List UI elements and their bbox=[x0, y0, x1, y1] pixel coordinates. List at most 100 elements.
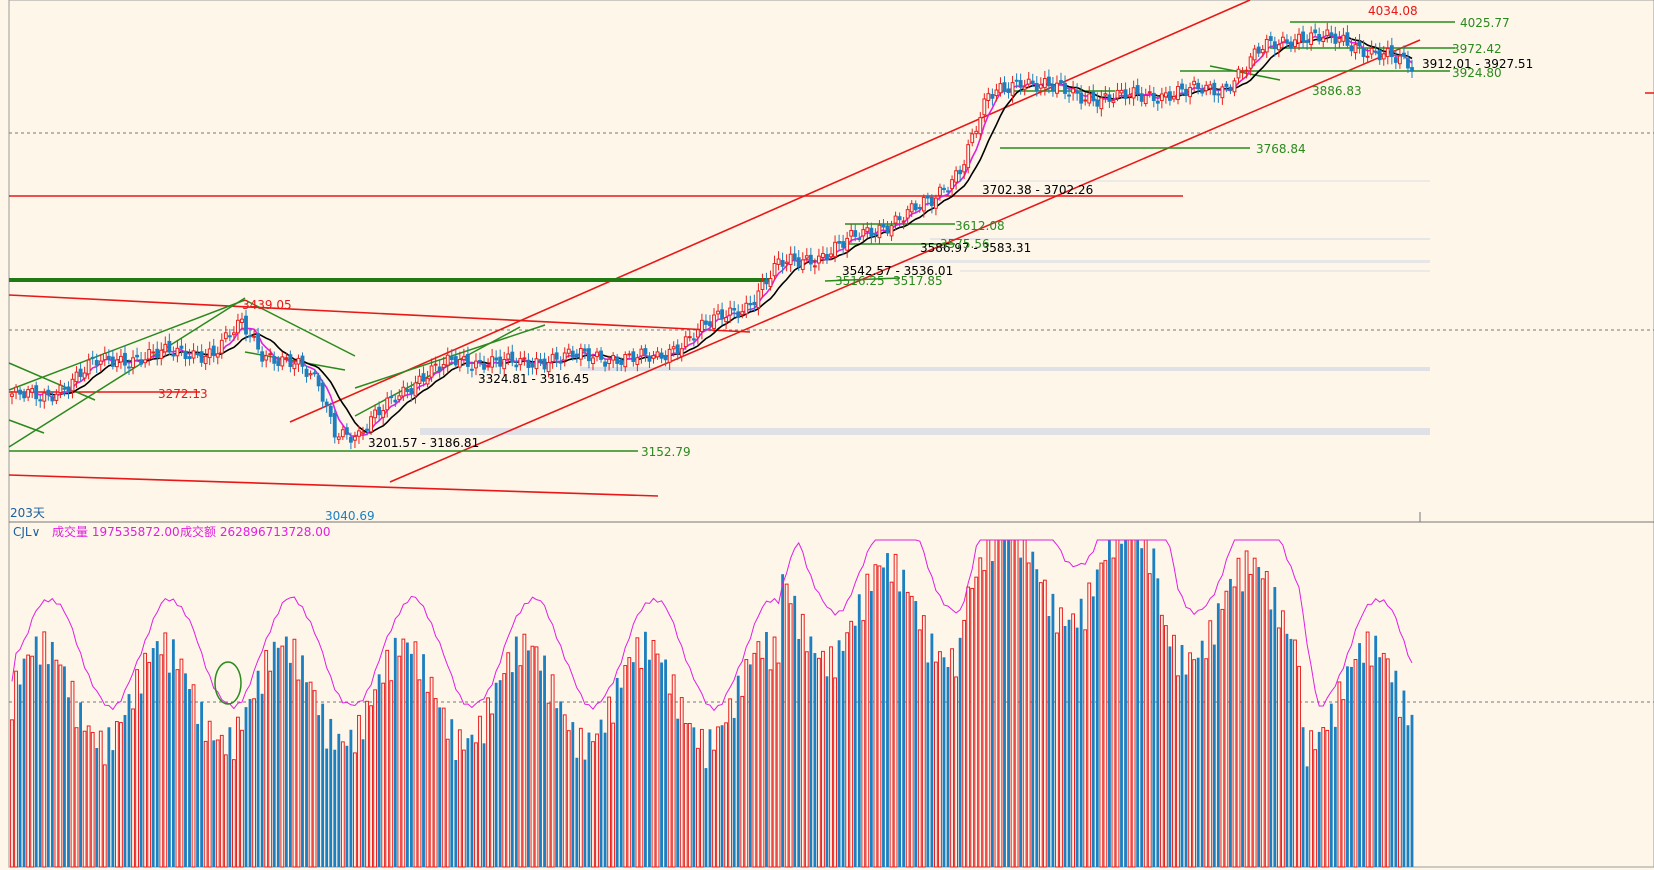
volume-bar bbox=[655, 653, 660, 868]
candle-up bbox=[1115, 82, 1120, 102]
candle-up bbox=[1385, 40, 1390, 65]
volume-bar bbox=[305, 682, 308, 867]
candle-down bbox=[857, 232, 862, 243]
candle-down bbox=[691, 332, 696, 347]
volume-bar bbox=[732, 717, 736, 867]
candle-up bbox=[639, 345, 644, 364]
candle-down bbox=[1151, 86, 1156, 108]
volume-bar bbox=[79, 702, 82, 867]
candle-up bbox=[381, 404, 386, 426]
volume-bar bbox=[889, 581, 894, 868]
candle-down bbox=[478, 352, 482, 367]
volume-bar bbox=[1172, 634, 1176, 868]
candle-up bbox=[441, 356, 446, 376]
candle-up bbox=[1147, 85, 1152, 98]
volume-bar bbox=[506, 652, 511, 868]
candle-down bbox=[808, 247, 813, 272]
volume-bar bbox=[119, 722, 123, 868]
volume-bar bbox=[692, 727, 696, 867]
candle-up bbox=[566, 343, 571, 358]
candle-down bbox=[748, 295, 753, 311]
candle-up bbox=[522, 350, 527, 366]
candle-up bbox=[175, 340, 180, 363]
candle-up bbox=[1099, 90, 1104, 117]
volume-bar bbox=[534, 646, 539, 868]
candle-down bbox=[619, 357, 624, 372]
candle-up bbox=[102, 346, 107, 367]
volume-bar bbox=[1107, 540, 1111, 867]
volume-bar bbox=[921, 615, 926, 868]
candle-up bbox=[950, 175, 954, 196]
volume-bar bbox=[1269, 609, 1273, 867]
candle-down bbox=[1216, 90, 1221, 103]
volume-bar bbox=[510, 672, 514, 867]
volume-bar bbox=[1131, 539, 1136, 868]
candle-down bbox=[853, 224, 858, 242]
price-label: 3702.38 - 3702.26 bbox=[982, 183, 1093, 197]
volume-bar bbox=[1152, 548, 1156, 867]
candle-up bbox=[1240, 67, 1245, 80]
candle-down bbox=[526, 353, 531, 376]
volume-bar bbox=[603, 732, 607, 867]
volume-bar bbox=[155, 641, 159, 867]
volume-bar bbox=[1026, 562, 1031, 868]
volume-bar bbox=[184, 673, 187, 867]
candle-up bbox=[385, 391, 390, 418]
candle-down bbox=[1079, 85, 1084, 110]
indicator-selector[interactable]: CJL∨ bbox=[13, 525, 40, 539]
volume-bar bbox=[651, 640, 656, 868]
volume-bar bbox=[1127, 539, 1132, 868]
candle-up bbox=[461, 348, 466, 366]
volume-bar bbox=[760, 657, 765, 868]
volume-bar bbox=[102, 764, 107, 868]
candle-up bbox=[768, 270, 773, 291]
volume-bar bbox=[1180, 644, 1184, 867]
candle-down bbox=[244, 309, 248, 342]
candle-down bbox=[942, 184, 946, 193]
volume-bar bbox=[1003, 540, 1006, 867]
candle-up bbox=[86, 353, 91, 380]
volume-bar bbox=[325, 748, 329, 867]
volume-bar bbox=[425, 691, 430, 868]
candle-down bbox=[558, 356, 563, 371]
volume-bar bbox=[288, 662, 292, 867]
candle-down bbox=[873, 228, 878, 243]
volume-bar bbox=[1168, 646, 1172, 867]
candle-down bbox=[1046, 69, 1051, 94]
candle-down bbox=[510, 344, 515, 367]
volume-bar bbox=[728, 698, 733, 868]
volume-bar bbox=[1353, 659, 1358, 868]
volume-bar bbox=[1369, 665, 1374, 868]
candle-up bbox=[1204, 81, 1209, 96]
candle-up bbox=[236, 313, 240, 341]
green-structure-lines bbox=[8, 21, 1455, 452]
candle-up bbox=[623, 351, 628, 372]
volume-bar bbox=[627, 657, 632, 868]
candle-down bbox=[409, 381, 414, 402]
volume-bar bbox=[345, 745, 349, 867]
candle-up bbox=[909, 200, 914, 218]
candle-down bbox=[752, 294, 757, 313]
volume-bar bbox=[361, 739, 365, 867]
candle-down bbox=[796, 250, 801, 271]
candle-up bbox=[353, 431, 357, 449]
candle-up bbox=[804, 248, 809, 264]
volume-bar bbox=[1285, 633, 1289, 867]
volume-bar bbox=[930, 633, 934, 867]
volume-bar bbox=[1192, 659, 1197, 868]
volume-bar bbox=[377, 674, 381, 867]
price-label: 3575.56 bbox=[940, 237, 990, 251]
candle-down bbox=[320, 379, 325, 409]
candle-down bbox=[90, 350, 95, 365]
volume-bar bbox=[1397, 716, 1402, 868]
candle-down bbox=[869, 222, 874, 244]
price-label: 3040.69 bbox=[325, 509, 375, 523]
candle-down bbox=[365, 423, 369, 436]
candle-up bbox=[70, 373, 75, 399]
candle-down bbox=[171, 346, 176, 361]
period-label: 203天 bbox=[10, 506, 45, 520]
volume-bar bbox=[389, 680, 394, 868]
volume-bar bbox=[841, 650, 845, 867]
volume-bar bbox=[724, 722, 729, 868]
